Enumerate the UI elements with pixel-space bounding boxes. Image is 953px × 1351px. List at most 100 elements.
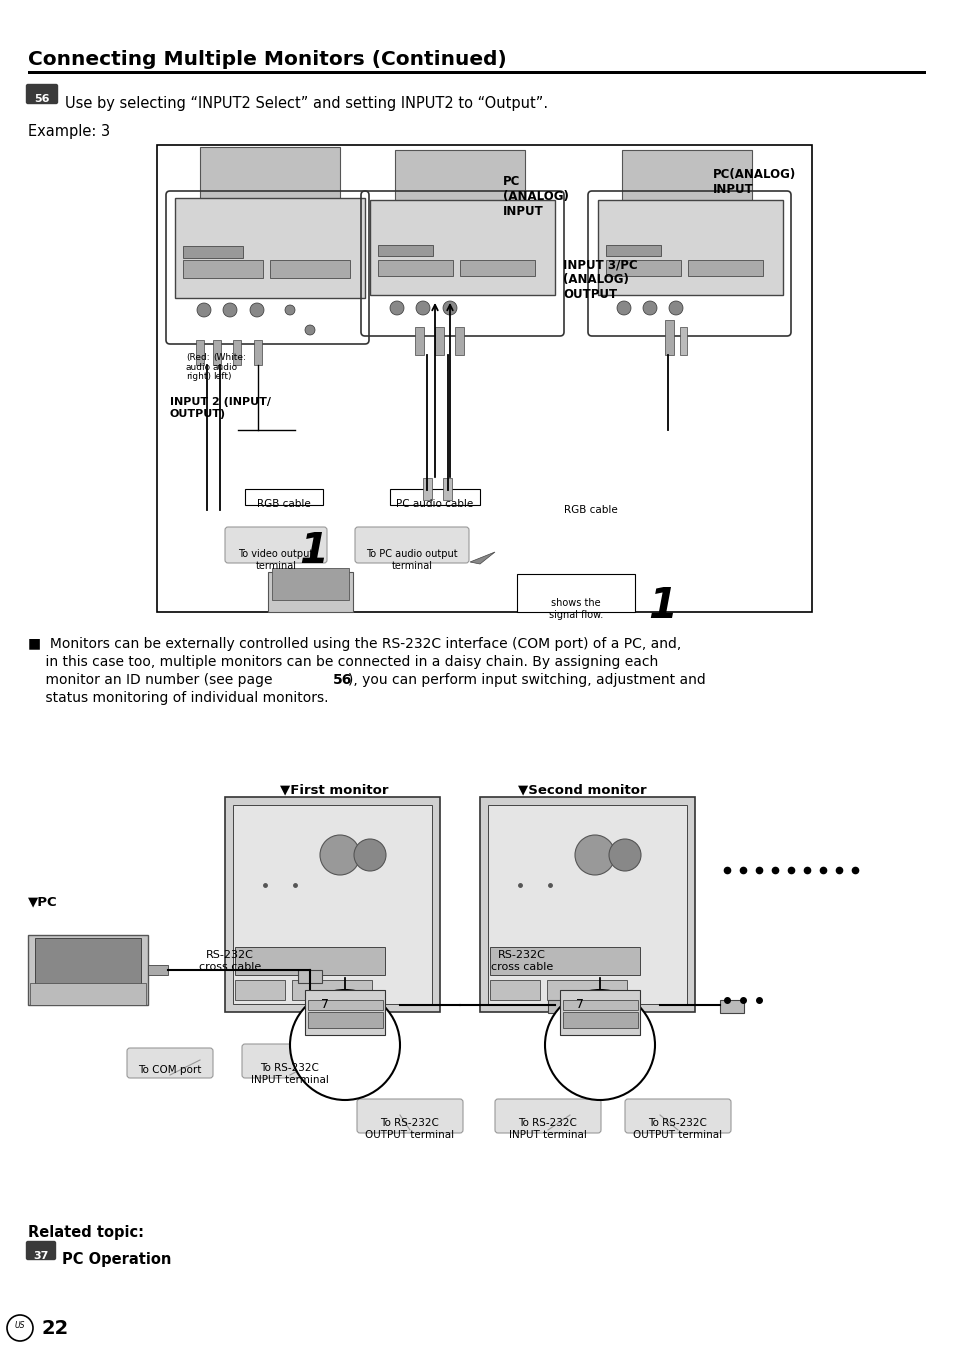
Text: PC Operation: PC Operation: [62, 1252, 172, 1267]
Bar: [562, 1000, 638, 1011]
Bar: [390, 489, 479, 505]
Text: 22: 22: [42, 1319, 70, 1337]
Text: shows the
signal flow.: shows the signal flow.: [548, 598, 602, 620]
Bar: [490, 947, 639, 975]
Text: To PC audio output
terminal: To PC audio output terminal: [366, 549, 457, 570]
FancyBboxPatch shape: [624, 1098, 730, 1133]
Bar: [547, 1000, 572, 1013]
Text: RS-232C
cross cable: RS-232C cross cable: [491, 950, 553, 971]
Circle shape: [196, 303, 211, 317]
Bar: [272, 567, 349, 600]
Bar: [546, 979, 626, 1000]
Text: ), you can perform input switching, adjustment and: ), you can perform input switching, adju…: [348, 673, 705, 688]
Circle shape: [575, 835, 615, 875]
Circle shape: [617, 301, 630, 315]
Bar: [687, 259, 762, 276]
Bar: [234, 979, 285, 1000]
Bar: [268, 571, 353, 612]
Bar: [183, 259, 263, 278]
Bar: [195, 340, 204, 365]
Bar: [200, 147, 339, 215]
Circle shape: [354, 839, 386, 871]
Circle shape: [442, 301, 456, 315]
Text: PC
(ANALOG)
INPUT: PC (ANALOG) INPUT: [502, 176, 568, 218]
Text: (Red:
audio
right): (Red: audio right): [186, 353, 211, 381]
Text: US: US: [14, 1321, 25, 1329]
Bar: [605, 245, 660, 255]
Bar: [459, 259, 535, 276]
Bar: [253, 340, 262, 365]
Bar: [679, 327, 686, 355]
Text: To COM port: To COM port: [138, 1065, 201, 1075]
Bar: [422, 478, 432, 500]
Text: INPUT 3/PC
(ANALOG)
OUTPUT: INPUT 3/PC (ANALOG) OUTPUT: [562, 258, 637, 301]
FancyBboxPatch shape: [356, 1098, 462, 1133]
FancyBboxPatch shape: [27, 1242, 55, 1259]
Bar: [720, 1000, 743, 1013]
Text: 56: 56: [34, 95, 50, 104]
Bar: [377, 245, 433, 255]
Bar: [234, 947, 385, 975]
Polygon shape: [470, 553, 495, 563]
Bar: [225, 797, 439, 1012]
Bar: [517, 574, 635, 612]
Circle shape: [290, 990, 399, 1100]
Text: RGB cable: RGB cable: [257, 499, 311, 509]
Circle shape: [544, 990, 655, 1100]
Bar: [174, 199, 365, 299]
Text: ▼PC: ▼PC: [28, 894, 57, 908]
Bar: [292, 979, 372, 1000]
Text: ■  Monitors can be externally controlled using the RS-232C interface (COM port) : ■ Monitors can be externally controlled …: [28, 638, 680, 651]
Text: 37: 37: [33, 1251, 49, 1260]
Bar: [377, 259, 453, 276]
Bar: [297, 970, 322, 984]
Circle shape: [305, 326, 314, 335]
Circle shape: [642, 301, 657, 315]
Text: monitor an ID number (see page: monitor an ID number (see page: [28, 673, 276, 688]
Circle shape: [608, 839, 640, 871]
Circle shape: [319, 835, 359, 875]
Text: 7: 7: [576, 998, 583, 1011]
Bar: [664, 320, 673, 355]
Bar: [233, 340, 241, 365]
Circle shape: [390, 301, 403, 315]
Text: To RS-232C
OUTPUT terminal: To RS-232C OUTPUT terminal: [365, 1119, 454, 1140]
Text: PC(ANALOG)
INPUT: PC(ANALOG) INPUT: [712, 168, 796, 196]
FancyBboxPatch shape: [242, 1044, 337, 1078]
Text: (White:
audio
left): (White: audio left): [213, 353, 246, 381]
Bar: [621, 150, 751, 215]
Bar: [245, 489, 323, 505]
Bar: [233, 805, 432, 1004]
Circle shape: [223, 303, 236, 317]
Circle shape: [668, 301, 682, 315]
Bar: [148, 965, 168, 975]
Bar: [28, 935, 148, 1005]
Bar: [30, 984, 146, 1005]
Circle shape: [285, 305, 294, 315]
Bar: [455, 327, 463, 355]
Text: RGB cable: RGB cable: [563, 505, 618, 515]
Bar: [562, 1012, 638, 1028]
Bar: [308, 1012, 382, 1028]
Text: in this case too, multiple monitors can be connected in a daisy chain. By assign: in this case too, multiple monitors can …: [28, 655, 658, 669]
Text: 7: 7: [320, 998, 329, 1011]
Text: To RS-232C
OUTPUT terminal: To RS-232C OUTPUT terminal: [633, 1119, 721, 1140]
Bar: [598, 200, 782, 295]
FancyBboxPatch shape: [27, 85, 57, 104]
Bar: [415, 327, 423, 355]
Bar: [305, 990, 385, 1035]
Bar: [270, 259, 350, 278]
Bar: [157, 145, 811, 612]
FancyBboxPatch shape: [495, 1098, 600, 1133]
Bar: [183, 246, 243, 258]
Bar: [435, 327, 443, 355]
Text: Use by selecting “INPUT2 Select” and setting INPUT2 to “Output”.: Use by selecting “INPUT2 Select” and set…: [65, 96, 548, 111]
Bar: [605, 259, 680, 276]
Bar: [395, 150, 524, 215]
Bar: [35, 938, 141, 990]
FancyBboxPatch shape: [225, 527, 327, 563]
Bar: [490, 979, 539, 1000]
Text: To RS-232C
INPUT terminal: To RS-232C INPUT terminal: [251, 1063, 329, 1085]
Text: ▼Second monitor: ▼Second monitor: [517, 784, 646, 796]
Bar: [370, 200, 555, 295]
